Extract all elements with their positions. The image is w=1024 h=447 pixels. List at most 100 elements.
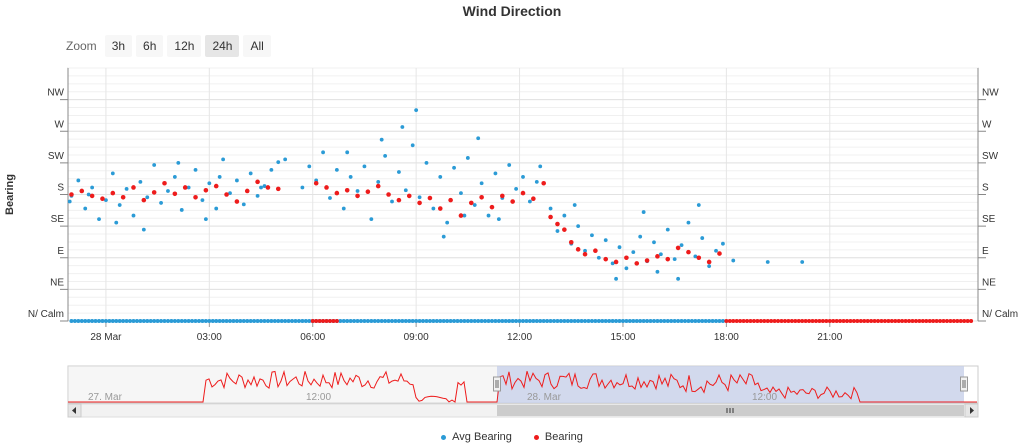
legend-item-avg-bearing[interactable]: Avg Bearing xyxy=(441,431,512,443)
avg-bearing-point xyxy=(700,236,705,240)
avg-bearing-point xyxy=(179,208,184,212)
calm-avg-point xyxy=(155,319,160,323)
bearing-point xyxy=(406,193,412,199)
calm-bearing-point xyxy=(782,319,787,323)
calm-avg-point xyxy=(176,319,181,323)
bearing-point xyxy=(324,185,329,190)
calm-avg-point xyxy=(438,319,443,323)
calm-avg-point xyxy=(141,319,146,323)
avg-bearing-point xyxy=(90,185,95,190)
bearing-point xyxy=(396,197,402,203)
calm-avg-point xyxy=(720,319,725,323)
zoom-6h-button[interactable]: 6h xyxy=(136,35,164,57)
calm-bearing-point xyxy=(321,319,326,323)
series-bearing xyxy=(69,179,722,266)
calm-bearing-point xyxy=(913,319,918,323)
avg-bearing-point xyxy=(369,217,374,221)
calm-avg-point xyxy=(469,319,474,323)
calm-avg-point xyxy=(86,319,91,323)
calm-avg-point xyxy=(352,319,357,323)
calm-bearing-point xyxy=(865,319,870,323)
calm-avg-point xyxy=(589,319,594,323)
calm-avg-point xyxy=(472,319,477,323)
avg-bearing-point xyxy=(452,165,456,170)
avg-bearing-point xyxy=(334,168,339,172)
calm-bearing-point xyxy=(731,319,736,323)
zoom-3h-button[interactable]: 3h xyxy=(104,35,133,57)
calm-avg-point xyxy=(434,319,439,323)
navigator-handle-left[interactable] xyxy=(493,376,501,392)
avg-bearing-point xyxy=(438,175,443,179)
calm-avg-point xyxy=(507,319,512,323)
calm-avg-point xyxy=(159,319,164,323)
avg-bearing-point xyxy=(67,199,72,204)
calm-avg-point xyxy=(114,319,119,323)
calm-bearing-point xyxy=(848,319,853,323)
x-tick-label: 28 Mar xyxy=(90,332,122,343)
zoom-12h-button[interactable]: 12h xyxy=(167,35,202,57)
calm-bearing-point xyxy=(951,319,956,323)
zoom-all-button[interactable]: All xyxy=(243,35,271,57)
calm-avg-point xyxy=(148,319,153,323)
calm-avg-point xyxy=(538,319,543,323)
calm-avg-point xyxy=(489,319,494,323)
calm-avg-point xyxy=(510,319,515,323)
avg-bearing-point xyxy=(176,160,181,165)
legend-bearing-label: Bearing xyxy=(544,431,583,443)
calm-bearing-point xyxy=(965,319,970,323)
calm-avg-point xyxy=(617,319,622,323)
calm-avg-point xyxy=(714,319,719,323)
y-tick-label-left: E xyxy=(57,246,64,257)
calm-avg-point xyxy=(545,319,550,323)
avg-bearing-point xyxy=(221,157,226,162)
calm-bearing-point xyxy=(824,319,829,323)
calm-bearing-point xyxy=(810,319,815,323)
bearing-point xyxy=(686,249,691,255)
y-tick-label-left: S xyxy=(57,183,64,194)
calm-avg-point xyxy=(293,319,298,323)
calm-bearing-point xyxy=(910,319,915,323)
calm-bearing-point xyxy=(813,319,818,323)
zoom-24h-button[interactable]: 24h xyxy=(205,35,240,57)
avg-bearing-point xyxy=(521,175,525,179)
navigator-handle-right[interactable] xyxy=(960,376,968,392)
calm-bearing-point xyxy=(917,319,922,323)
avg-bearing-point xyxy=(414,108,419,113)
calm-avg-point xyxy=(393,319,398,323)
navigator-selection xyxy=(497,366,964,403)
avg-bearing-point xyxy=(117,203,122,207)
avg-bearing-point xyxy=(255,194,260,198)
calm-bearing-point xyxy=(927,319,932,323)
avg-bearing-point xyxy=(166,189,170,193)
calm-bearing-point xyxy=(331,319,336,323)
avg-bearing-point xyxy=(596,255,601,260)
avg-bearing-point xyxy=(83,206,88,211)
avg-bearing-point xyxy=(590,233,594,238)
calm-avg-point xyxy=(503,319,508,323)
avg-bearing-point xyxy=(269,168,274,172)
avg-bearing-point xyxy=(172,175,177,179)
bearing-point xyxy=(203,187,209,193)
avg-bearing-point xyxy=(583,248,587,253)
avg-bearing-point xyxy=(345,150,350,155)
avg-bearing-point xyxy=(465,156,470,160)
legend-item-bearing[interactable]: Bearing xyxy=(533,431,583,443)
avg-bearing-point xyxy=(462,213,467,218)
calm-avg-point xyxy=(403,319,408,323)
calm-avg-point xyxy=(307,319,312,323)
calm-avg-point xyxy=(400,319,405,323)
avg-bearing-point xyxy=(638,234,643,239)
calm-avg-point xyxy=(272,319,277,323)
avg-bearing-point xyxy=(104,198,108,203)
avg-bearing-point xyxy=(614,276,618,281)
avg-bearing-point xyxy=(652,240,656,245)
calm-bearing-point xyxy=(727,319,732,323)
bearing-point xyxy=(162,180,167,186)
bearing-point xyxy=(313,180,319,186)
bearing-point xyxy=(193,195,198,200)
calm-avg-point xyxy=(527,319,532,323)
calm-avg-point xyxy=(107,319,112,323)
calm-bearing-point xyxy=(886,319,891,323)
x-tick-label: 18:00 xyxy=(714,332,739,343)
calm-avg-point xyxy=(169,319,174,323)
